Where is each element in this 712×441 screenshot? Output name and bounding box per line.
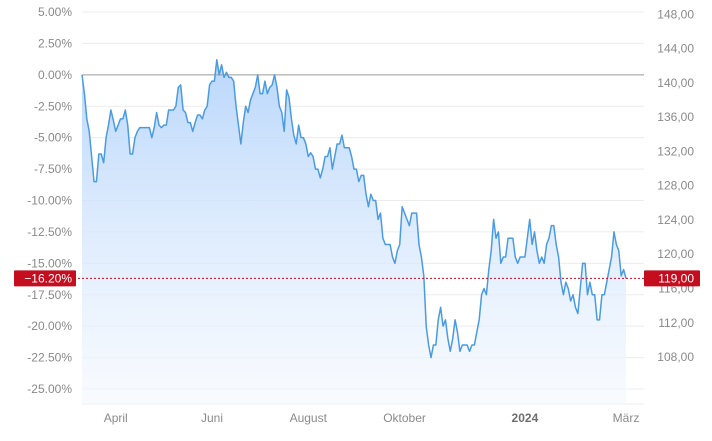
left-tick-label: 5.00%: [38, 5, 72, 19]
right-tick-label: 112,00: [658, 316, 694, 330]
current-price-badge: 119,00: [644, 270, 700, 287]
right-tick-label: 124,00: [657, 213, 694, 227]
series-line: [81, 59, 627, 359]
current-percent-label: −16.20%: [24, 271, 72, 285]
left-tick-label: -25.00%: [27, 382, 72, 396]
x-tick-label: 2024: [512, 411, 539, 425]
right-tick-label: 120,00: [657, 247, 694, 261]
left-tick-label: -20.00%: [27, 319, 72, 333]
right-tick-label: 140,00: [657, 76, 694, 90]
left-axis-ticks: 5.00% 2.50% 0.00% -2.50% -5.00% -7.50% -10.00%…: [27, 5, 72, 396]
right-tick-label: 148,00: [657, 7, 694, 21]
x-tick-label: Juni: [201, 411, 223, 425]
x-tick-label: April: [104, 411, 128, 425]
current-price-badge-bg: [644, 270, 700, 287]
left-tick-label: -7.50%: [34, 162, 72, 176]
current-percent-badge-bg: [14, 270, 76, 287]
right-axis-ticks: 148,00 144,00 140,00 136,00 132,00 128,00 124,…: [657, 7, 694, 364]
series-area: [82, 59, 626, 404]
x-tick-label: August: [290, 411, 328, 425]
current-percent-badge: −16.20%: [14, 270, 76, 287]
right-tick-label: 132,00: [657, 144, 694, 158]
current-price-label: 119,00: [658, 271, 694, 285]
left-tick-label: -15.00%: [27, 256, 72, 270]
right-tick-label: 108,00: [657, 350, 694, 364]
left-tick-label: -17.50%: [27, 288, 72, 302]
left-tick-label: 0.00%: [38, 68, 72, 82]
left-tick-label: -22.50%: [27, 351, 72, 365]
right-tick-label: 144,00: [657, 42, 694, 56]
left-tick-label: -2.50%: [34, 99, 72, 113]
right-tick-label: 136,00: [657, 110, 694, 124]
right-tick-label: 128,00: [657, 179, 694, 193]
x-axis-ticks: April Juni August Oktober 2024 März: [104, 411, 640, 425]
x-tick-label: März: [613, 411, 640, 425]
x-tick-label: Oktober: [383, 411, 426, 425]
left-tick-label: 2.50%: [38, 36, 72, 50]
left-tick-label: -5.00%: [34, 131, 72, 145]
left-tick-label: -10.00%: [27, 194, 72, 208]
left-tick-label: -12.50%: [27, 225, 72, 239]
